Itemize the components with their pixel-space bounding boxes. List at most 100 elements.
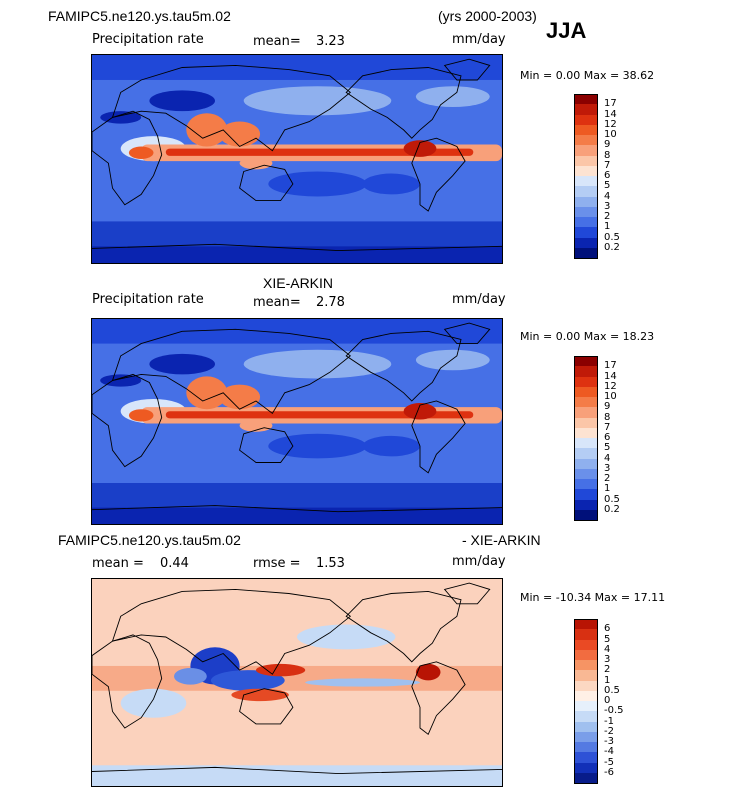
colorbar-swatch bbox=[574, 186, 598, 197]
colorbar-swatch bbox=[574, 468, 598, 480]
panel1-units: mm/day bbox=[452, 32, 506, 47]
colorbar-swatch bbox=[574, 649, 598, 661]
colorbar-tick-label: 2 bbox=[604, 473, 611, 484]
colorbar-tick-label: 3 bbox=[604, 200, 611, 212]
panel2-minmax: Min = 0.00 Max = 18.23 bbox=[520, 330, 655, 343]
colorbar-tick-label: 9 bbox=[604, 401, 611, 413]
colorbar-tick-label: -5 bbox=[604, 756, 614, 768]
colorbar-swatch bbox=[574, 227, 598, 238]
colorbar-obs: 17 14 12 10 9 8 7 6 5 4 3 2 1 0.5 0.2 bbox=[574, 356, 654, 521]
colorbar-tick-label: -1 bbox=[604, 715, 614, 727]
colorbar-tick-label: 10 bbox=[604, 391, 617, 402]
colorbar-swatch bbox=[574, 762, 598, 774]
coastline bbox=[345, 330, 462, 402]
colorbar-swatch bbox=[574, 104, 598, 115]
colorbar-tick-label: 7 bbox=[604, 159, 611, 171]
coastline bbox=[411, 400, 466, 474]
panel1-mean-label: mean= bbox=[253, 34, 301, 49]
colorbar-tick-label: 12 bbox=[604, 380, 617, 392]
precipitation-field bbox=[92, 579, 502, 786]
panel1-minmax: Min = 0.00 Max = 38.62 bbox=[520, 69, 655, 82]
coastline bbox=[443, 322, 491, 345]
colorbar-tick-label: 17 bbox=[604, 360, 617, 372]
colorbar-swatch bbox=[574, 145, 598, 156]
panel2-mean-label: mean= bbox=[253, 295, 301, 310]
panel3-minmax: Min = -10.34 Max = 17.11 bbox=[520, 591, 666, 604]
colorbar-tick-label: 3 bbox=[604, 462, 611, 474]
season-label: JJA bbox=[546, 18, 587, 43]
coastline bbox=[411, 137, 466, 212]
colorbar-tick-label: 1 bbox=[604, 483, 611, 495]
colorbar-swatch bbox=[574, 397, 598, 408]
colorbar-tick-label: -4 bbox=[604, 746, 614, 758]
colorbar-swatch bbox=[574, 752, 598, 763]
colorbar-swatch bbox=[574, 155, 598, 167]
colorbar-swatch bbox=[574, 448, 598, 459]
colorbar-swatch bbox=[574, 479, 598, 490]
colorbar-tick-label: 6 bbox=[604, 432, 611, 443]
colorbar-swatch bbox=[574, 196, 598, 208]
colorbar-swatch bbox=[574, 427, 598, 439]
coastline bbox=[111, 328, 352, 414]
colorbar-tick-label: 0 bbox=[604, 695, 611, 706]
colorbar-swatch bbox=[574, 417, 598, 429]
colorbar-tick-label: 0.2 bbox=[604, 503, 620, 515]
colorbar-tick-label: 5 bbox=[604, 442, 611, 454]
panel2-units: mm/day bbox=[452, 292, 506, 307]
colorbar-swatch bbox=[574, 629, 598, 640]
colorbar-swatch bbox=[574, 639, 598, 651]
colorbar-tick-label: 14 bbox=[604, 370, 617, 382]
colorbar-tick-label: 8 bbox=[604, 411, 611, 423]
antarctic-coastline bbox=[92, 766, 502, 775]
panel3-title-right: - XIE-ARKIN bbox=[462, 532, 541, 548]
panel2-variable: Precipitation rate bbox=[92, 292, 204, 307]
coastline bbox=[443, 582, 491, 605]
panel3-units: mm/day bbox=[452, 554, 506, 569]
panel3-mean-label: mean = bbox=[92, 556, 144, 571]
colorbar-swatch bbox=[574, 206, 598, 218]
panel3-rmse-value: 1.53 bbox=[316, 556, 345, 571]
colorbar-tick-label: 0.2 bbox=[604, 241, 620, 253]
colorbar-tick-label: 4 bbox=[604, 190, 611, 202]
coastline bbox=[411, 661, 466, 736]
colorbar-tick-label: 17 bbox=[604, 98, 617, 110]
colorbar-swatch bbox=[574, 407, 598, 418]
colorbar-tick-label: 6 bbox=[604, 623, 611, 635]
colorbar-model: 17 14 12 10 9 8 7 6 5 4 3 2 1 0.5 0.2 bbox=[574, 94, 654, 259]
colorbar-swatch bbox=[574, 742, 598, 753]
colorbar-swatch bbox=[574, 217, 598, 228]
colorbar-swatch bbox=[574, 489, 598, 500]
colorbar-swatch bbox=[574, 165, 598, 177]
precip-difference-map bbox=[91, 578, 503, 787]
colorbar-tick-label: 6 bbox=[604, 170, 611, 181]
antarctic-coastline bbox=[92, 505, 502, 513]
colorbar-tick-label: 8 bbox=[604, 149, 611, 161]
colorbar-swatch bbox=[574, 247, 598, 259]
colorbar-tick-label: 5 bbox=[604, 180, 611, 192]
colorbar-swatch bbox=[574, 680, 598, 692]
coastline bbox=[111, 588, 352, 675]
colorbar-swatch bbox=[574, 124, 598, 136]
colorbar-tick-label: 7 bbox=[604, 421, 611, 433]
colorbar-tick-label: -0.5 bbox=[604, 705, 624, 717]
colorbar-swatch bbox=[574, 114, 598, 126]
colorbar-tick-label: 12 bbox=[604, 118, 617, 130]
colorbar-tick-label: 0.5 bbox=[604, 231, 620, 243]
colorbar-swatch bbox=[574, 660, 598, 671]
colorbar-swatch bbox=[574, 376, 598, 388]
colorbar-swatch bbox=[574, 509, 598, 521]
colorbar-swatch bbox=[574, 670, 598, 681]
panel2-title: XIE-ARKIN bbox=[263, 275, 334, 291]
coastline bbox=[345, 590, 462, 663]
precip-map-obs bbox=[91, 318, 503, 525]
colorbar-tick-label: 3 bbox=[604, 654, 611, 665]
panel3-rmse-label: rmse = bbox=[253, 556, 301, 571]
coastline bbox=[443, 58, 491, 81]
colorbar-tick-label: -3 bbox=[604, 736, 614, 747]
colorbar-swatch bbox=[574, 237, 598, 249]
colorbar-swatch bbox=[574, 499, 598, 511]
colorbar-swatch bbox=[574, 711, 598, 722]
colorbar-tick-label: 4 bbox=[604, 452, 611, 464]
colorbar-tick-label: 10 bbox=[604, 129, 617, 140]
colorbar-swatch bbox=[574, 386, 598, 398]
